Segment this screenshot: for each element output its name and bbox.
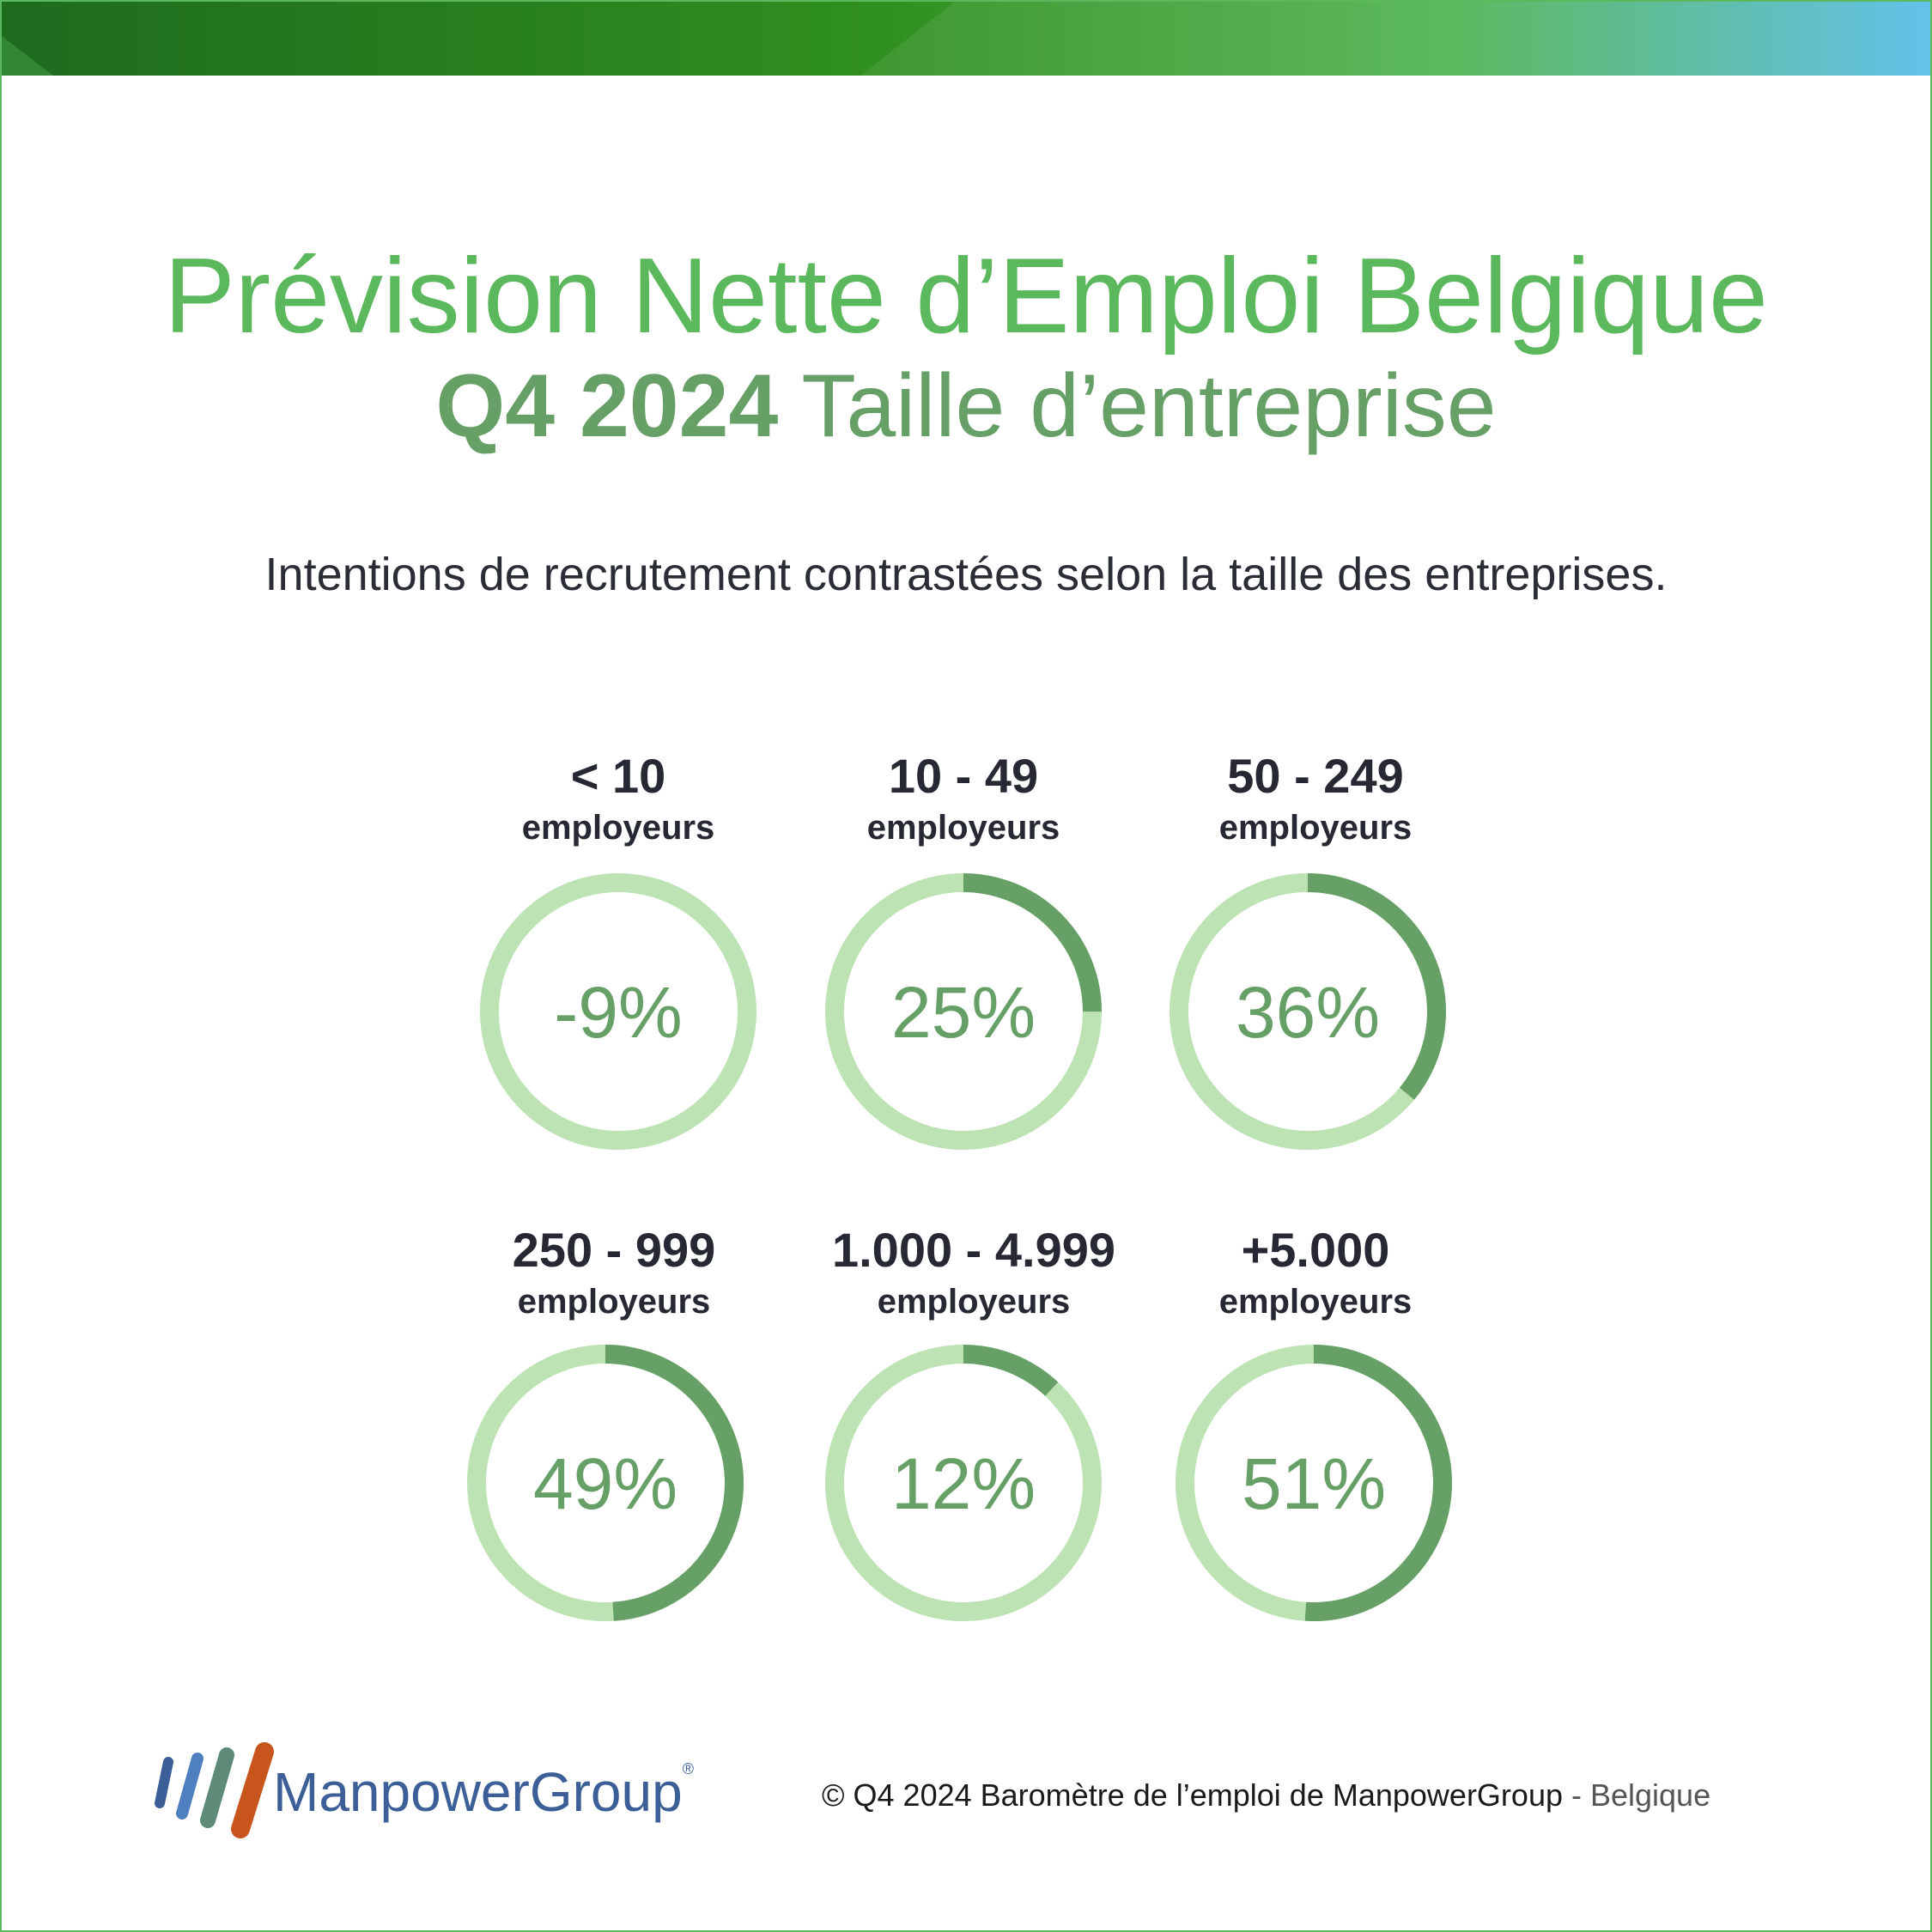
- intro-text: Intentions de recrutement contrastées se…: [264, 549, 1668, 600]
- company-size-heading: 50 - 249 employeurs: [1101, 749, 1530, 852]
- donut-chart: -9%: [480, 873, 756, 1150]
- company-size-heading: 250 - 999 employeurs: [399, 1223, 829, 1326]
- donut-value-label: 25%: [891, 972, 1036, 1053]
- donut-value-arc: [467, 1345, 744, 1621]
- brand-name: ManpowerGroup®: [273, 1760, 694, 1824]
- company-size-range: 10 - 49: [888, 749, 1039, 803]
- donut-chart: 51%: [1176, 1345, 1452, 1621]
- company-size-heading: 10 - 49 employeurs: [749, 749, 1178, 852]
- company-size-heading: < 10 employeurs: [404, 749, 833, 852]
- donut-track: [480, 873, 756, 1150]
- company-size-unit: employeurs: [517, 1283, 711, 1321]
- page-title: Prévision Nette d’Emploi Belgique: [164, 237, 1768, 355]
- donut-value-arc: [825, 1345, 1102, 1621]
- manpowergroup-logo-mark: [155, 1742, 274, 1838]
- donut-chart: 25%: [825, 873, 1102, 1150]
- donut-chart: 49%: [467, 1345, 744, 1621]
- donut-value-label: -9%: [554, 972, 682, 1053]
- company-size-heading: +5.000 employeurs: [1101, 1223, 1530, 1326]
- company-size-range: 1.000 - 4.999: [831, 1223, 1116, 1277]
- donut-value-label: 36%: [1236, 972, 1380, 1053]
- company-size-unit: employeurs: [866, 809, 1060, 847]
- company-size-range: < 10: [570, 749, 666, 803]
- title-quarter: Q4 2024: [435, 356, 779, 456]
- page-subtitle-title: Q4 2024 Taille d’entreprise: [2, 355, 1930, 458]
- title-topic: Taille d’entreprise: [778, 356, 1497, 456]
- copyright-country: - Belgique: [1562, 1777, 1711, 1813]
- donut-chart: 12%: [825, 1345, 1102, 1621]
- donut-value-arc: [1176, 1345, 1452, 1621]
- registered-mark: ®: [682, 1760, 694, 1777]
- company-size-unit: employeurs: [877, 1283, 1071, 1321]
- donut-value-label: 49%: [533, 1443, 677, 1524]
- donut-value-arc: [825, 873, 1102, 1150]
- company-size-range: 50 - 249: [1227, 749, 1404, 803]
- donut-value-label: 12%: [891, 1443, 1036, 1524]
- brand-wordmark: ManpowerGroup: [273, 1761, 683, 1823]
- copyright-footer: © Q4 2024 Baromètre de l’emploi de Manpo…: [822, 1777, 1710, 1814]
- top-gradient-band: [2, 2, 1930, 76]
- company-size-unit: employeurs: [1218, 1283, 1413, 1321]
- copyright-text: © Q4 2024 Baromètre de l’emploi de Manpo…: [822, 1777, 1563, 1813]
- donut-value-label: 51%: [1242, 1443, 1386, 1524]
- company-size-unit: employeurs: [521, 809, 715, 847]
- company-size-range: +5.000: [1241, 1223, 1390, 1277]
- donut-value-arc: [1170, 873, 1446, 1150]
- company-size-heading: 1.000 - 4.999 employeurs: [759, 1223, 1188, 1326]
- company-size-range: 250 - 999: [512, 1223, 716, 1277]
- donut-chart: 36%: [1170, 873, 1446, 1150]
- company-size-unit: employeurs: [1218, 809, 1413, 847]
